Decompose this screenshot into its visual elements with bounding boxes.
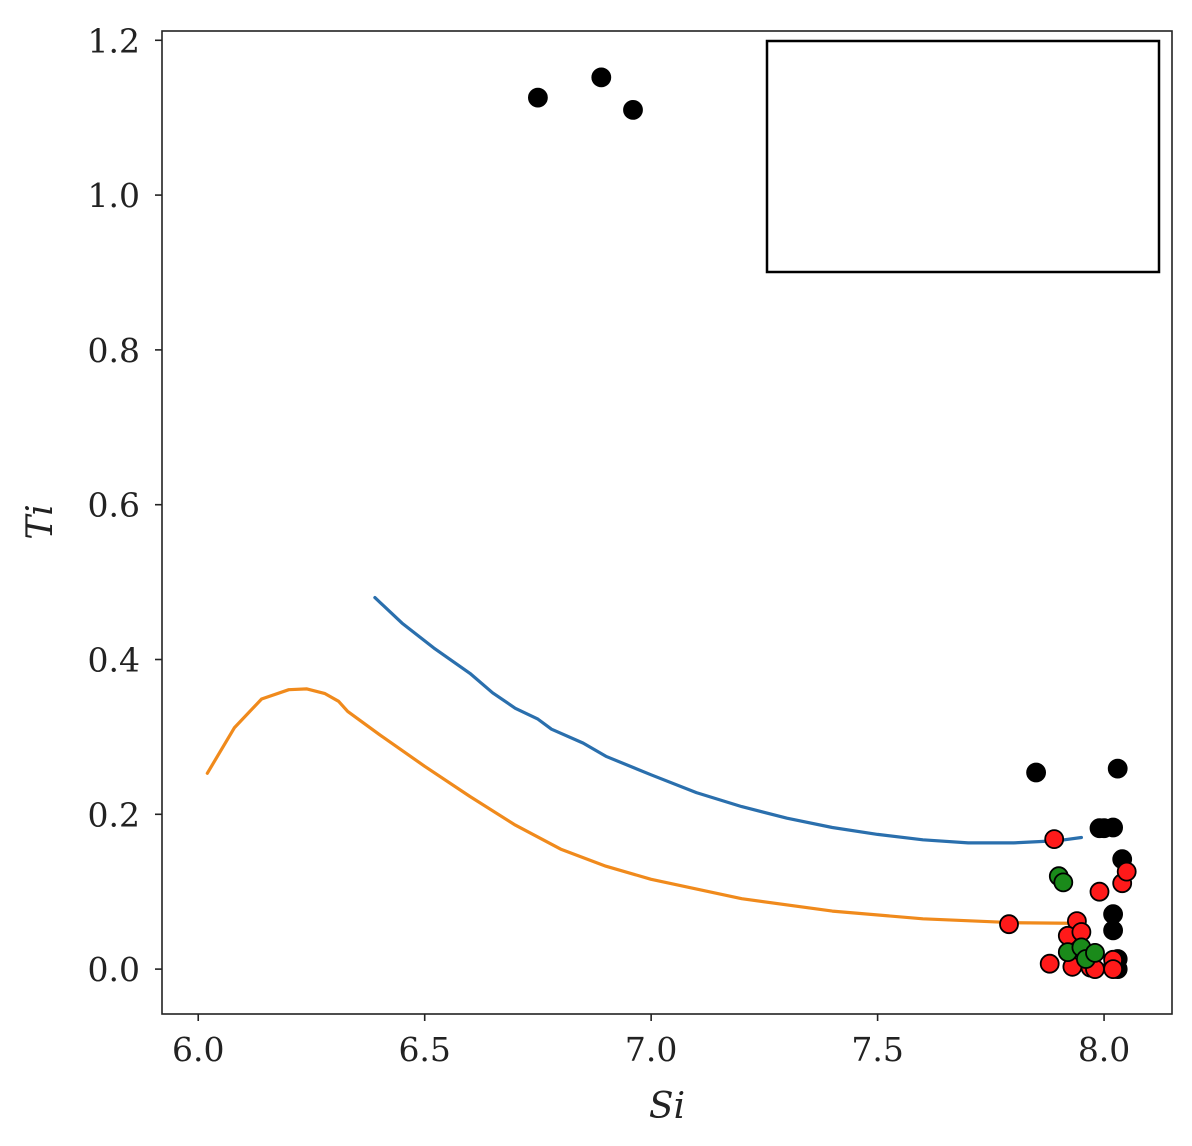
x-tick-label: 7.0 bbox=[625, 1030, 677, 1069]
point-black-10 bbox=[1103, 920, 1123, 941]
line-blue-curve bbox=[373, 596, 1083, 845]
line-orange-curve bbox=[205, 687, 1083, 925]
point-red-4 bbox=[1116, 861, 1137, 882]
point-black-3 bbox=[1026, 762, 1046, 783]
point-red-1 bbox=[999, 914, 1019, 935]
point-red-0 bbox=[1044, 829, 1065, 849]
point-red-12 bbox=[1103, 959, 1123, 979]
point-red-8 bbox=[1039, 953, 1060, 974]
x-tick-label: 8.0 bbox=[1078, 1030, 1130, 1069]
x-axis-label: Si bbox=[649, 1086, 685, 1127]
y-tick-label: 0.6 bbox=[88, 486, 140, 525]
point-black-9 bbox=[1103, 904, 1123, 925]
y-axis-label: Ti bbox=[20, 504, 61, 540]
legend-box bbox=[765, 39, 1161, 274]
y-tick-label: 0.4 bbox=[88, 641, 140, 680]
points-layer bbox=[528, 67, 1137, 979]
plot-frame bbox=[161, 30, 1173, 1015]
y-tick-label: 0.0 bbox=[88, 950, 140, 989]
point-black-4 bbox=[1107, 758, 1128, 779]
point-black-7 bbox=[1103, 817, 1123, 838]
point-black-2 bbox=[623, 100, 643, 120]
x-tick-label: 7.5 bbox=[851, 1030, 903, 1069]
y-tick-label: 1.2 bbox=[88, 21, 140, 60]
point-black-0 bbox=[528, 87, 548, 108]
point-black-1 bbox=[591, 67, 612, 88]
point-green-1 bbox=[1053, 872, 1074, 893]
point-green-5 bbox=[1085, 943, 1105, 963]
x-tick-label: 6.0 bbox=[172, 1030, 224, 1069]
y-tick-label: 0.8 bbox=[88, 331, 140, 370]
x-tick-label: 6.5 bbox=[398, 1030, 450, 1069]
x-axis-ticks: 6.0 6.5 7.0 7.5 8.0 bbox=[172, 1014, 1130, 1069]
point-red-2 bbox=[1089, 881, 1110, 902]
curves-layer bbox=[205, 596, 1083, 925]
y-axis-ticks: 0.0 0.2 0.4 0.6 0.8 1.0 1.2 bbox=[88, 21, 162, 989]
y-tick-label: 1.0 bbox=[88, 176, 140, 215]
y-tick-label: 0.2 bbox=[88, 795, 140, 834]
